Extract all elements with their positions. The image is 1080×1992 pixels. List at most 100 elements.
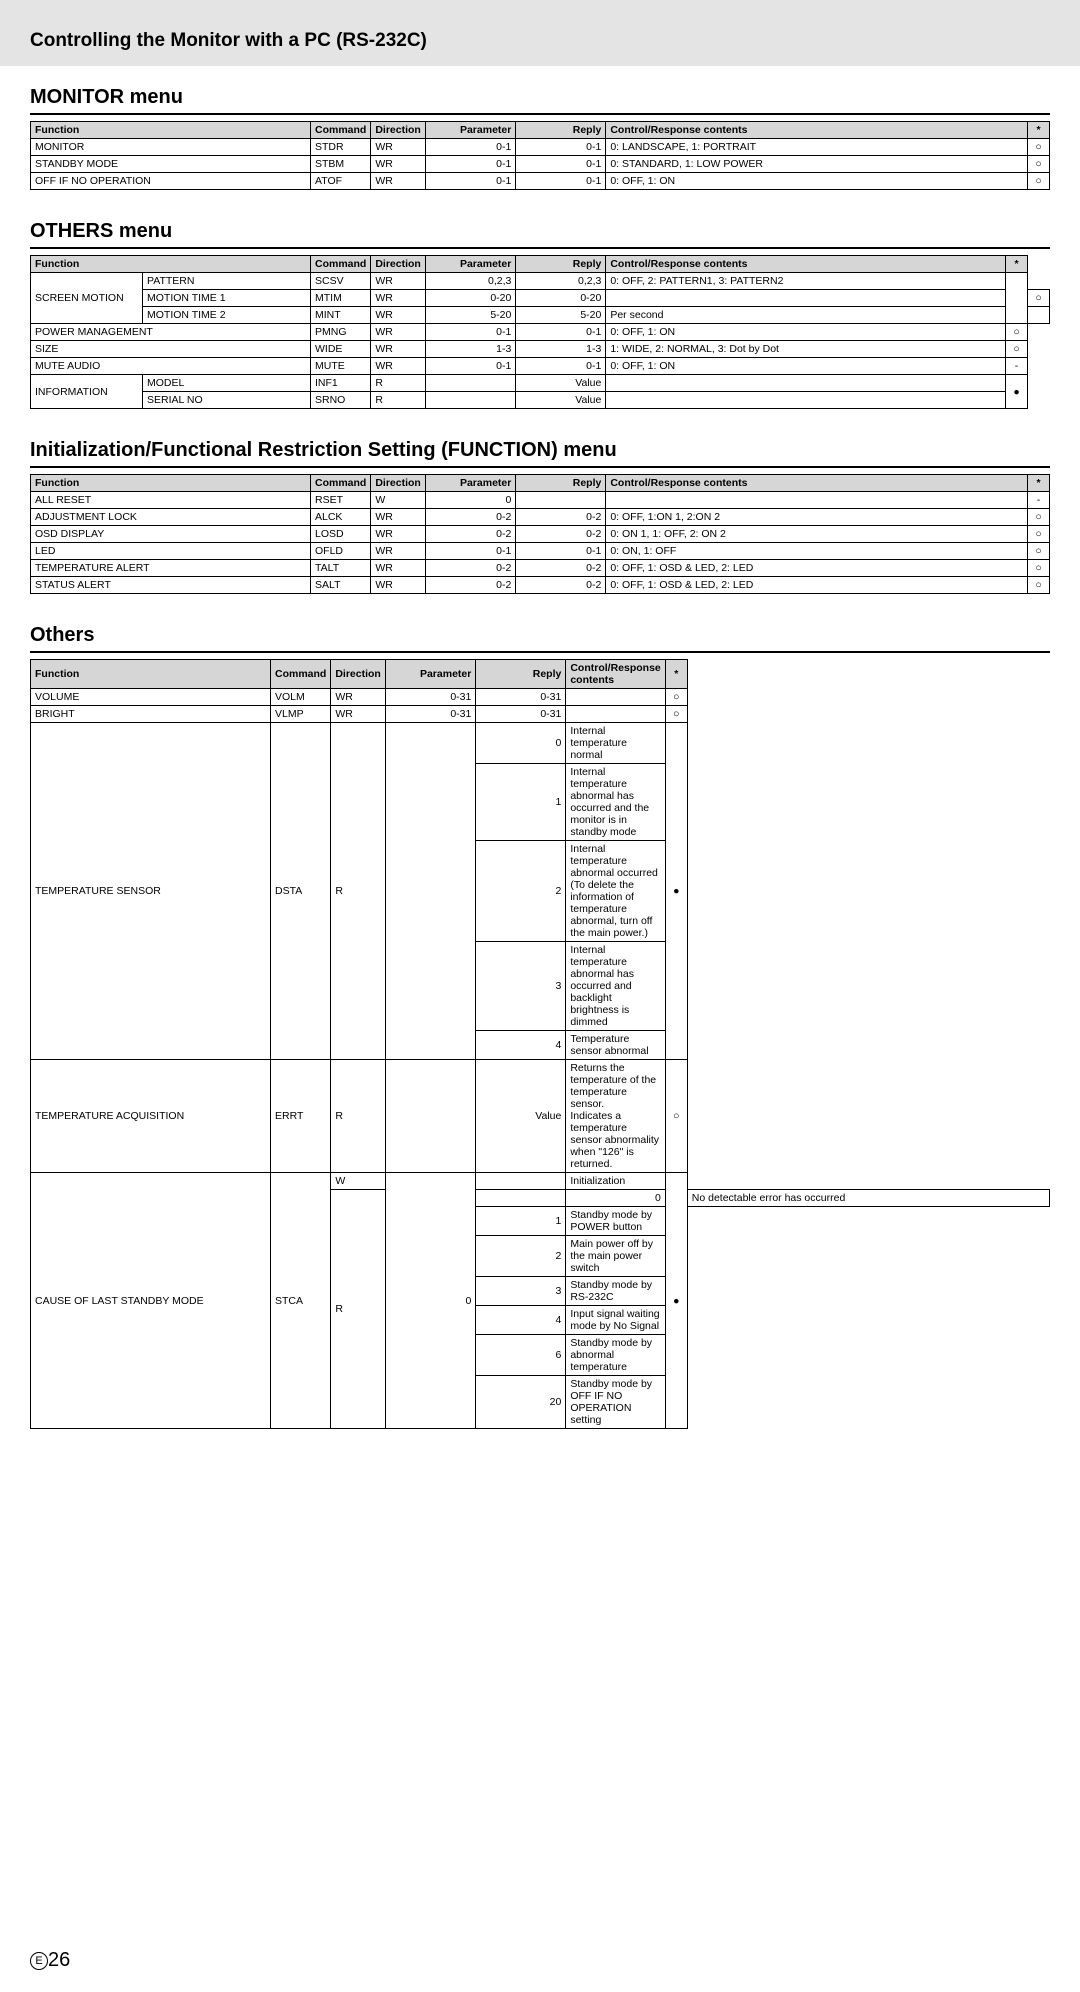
section-others-menu: OTHERS menu Function Command Direction P… <box>0 220 1080 409</box>
cell-command: MUTE <box>311 358 371 375</box>
cell-direction: R <box>371 392 426 409</box>
cell-command: STCA <box>271 1173 331 1429</box>
cell-star: ○ <box>1028 509 1050 526</box>
col-parameter: Parameter <box>386 660 476 689</box>
cell-content: Per second <box>606 307 1006 324</box>
others-table: Function Command Direction Parameter Rep… <box>30 659 1050 1429</box>
cell-reply: 3 <box>476 1277 566 1306</box>
cell-reply: Value <box>476 1060 566 1173</box>
cell-direction: WR <box>371 273 426 290</box>
init-table: Function Command Direction Parameter Rep… <box>30 474 1050 594</box>
col-function: Function <box>31 660 271 689</box>
cell-function: LED <box>31 543 311 560</box>
table-row: SIZEWIDEWR1-31-31: WIDE, 2: NORMAL, 3: D… <box>31 341 1050 358</box>
cell-parameter <box>386 1060 476 1173</box>
cell-parameter: 0-2 <box>426 577 516 594</box>
others-menu-title: OTHERS menu <box>30 220 1050 249</box>
col-reply: Reply <box>516 256 606 273</box>
cell-command: MINT <box>311 307 371 324</box>
cell-function: CAUSE OF LAST STANDBY MODE <box>31 1173 271 1429</box>
page-footer: E26 <box>0 1429 1080 1992</box>
cell-function: ADJUSTMENT LOCK <box>31 509 311 526</box>
col-content: Control/Response contents <box>606 475 1028 492</box>
cell-content: Main power off by the main power switch <box>566 1236 665 1277</box>
cell-command: PMNG <box>311 324 371 341</box>
cell-parameter: 0-31 <box>386 706 476 723</box>
cell-content <box>566 706 665 723</box>
cell-parameter: 0,2,3 <box>426 273 516 290</box>
cell-direction: WR <box>371 358 426 375</box>
cell-parameter: 0-1 <box>426 358 516 375</box>
table-row: OSD DISPLAYLOSDWR0-20-20: ON 1, 1: OFF, … <box>31 526 1050 543</box>
cell-direction: WR <box>371 324 426 341</box>
cell-direction: W <box>371 492 426 509</box>
cell-content <box>606 290 1006 307</box>
col-direction: Direction <box>371 122 426 139</box>
cell-reply: 0-2 <box>516 509 606 526</box>
cell-reply: 0,2,3 <box>516 273 606 290</box>
cell-star <box>1006 273 1028 324</box>
section-others: Others Function Command Direction Parame… <box>0 624 1080 1429</box>
cell-command: VOLM <box>271 689 331 706</box>
cell-reply: 0-1 <box>516 156 606 173</box>
cell-subfunction: MODEL <box>143 375 311 392</box>
col-command: Command <box>271 660 331 689</box>
cell-reply: 1 <box>476 764 566 841</box>
cell-function: POWER MANAGEMENT <box>31 324 311 341</box>
table-row: VOLUMEVOLMWR0-310-31○ <box>31 689 1050 706</box>
others-menu-table: Function Command Direction Parameter Rep… <box>30 255 1050 409</box>
cell-parameter: 1-3 <box>426 341 516 358</box>
cell-content <box>606 392 1006 409</box>
col-parameter: Parameter <box>426 256 516 273</box>
cell-star: ● <box>665 723 687 1060</box>
col-direction: Direction <box>371 256 426 273</box>
cell-reply: 6 <box>476 1335 566 1376</box>
cell-command: LOSD <box>311 526 371 543</box>
table-row: TEMPERATURE SENSORDSTAR0Internal tempera… <box>31 723 1050 764</box>
cell-star: ○ <box>665 706 687 723</box>
table-row: TEMPERATURE ALERTTALTWR0-20-20: OFF, 1: … <box>31 560 1050 577</box>
cell-parameter <box>426 392 516 409</box>
cell-command: ALCK <box>311 509 371 526</box>
cell-reply: 0-1 <box>516 543 606 560</box>
cell-parameter: 0-1 <box>426 324 516 341</box>
init-title: Initialization/Functional Restriction Se… <box>30 439 1050 468</box>
cell-parameter <box>386 723 476 1060</box>
cell-parameter: 0-2 <box>426 509 516 526</box>
cell-parameter: 0-1 <box>426 173 516 190</box>
cell-function: SIZE <box>31 341 311 358</box>
cell-parameter: 0-20 <box>426 290 516 307</box>
cell-direction: WR <box>371 526 426 543</box>
col-function: Function <box>31 256 311 273</box>
table-row: STANDBY MODESTBMWR0-10-10: STANDARD, 1: … <box>31 156 1050 173</box>
header-box: Controlling the Monitor with a PC (RS-23… <box>0 0 1080 66</box>
cell-command: TALT <box>311 560 371 577</box>
cell-content: 0: LANDSCAPE, 1: PORTRAIT <box>606 139 1028 156</box>
cell-direction: WR <box>371 341 426 358</box>
cell-reply: 0-1 <box>516 139 606 156</box>
cell-parameter <box>476 1190 566 1207</box>
cell-subfunction: MOTION TIME 1 <box>143 290 311 307</box>
cell-content: Internal temperature abnormal occurred (… <box>566 841 665 942</box>
cell-command: ERRT <box>271 1060 331 1173</box>
cell-content: 0: OFF, 1: ON <box>606 324 1006 341</box>
cell-function: TEMPERATURE ACQUISITION <box>31 1060 271 1173</box>
cell-parameter: 0-31 <box>386 689 476 706</box>
table-header-row: Function Command Direction Parameter Rep… <box>31 475 1050 492</box>
section-init: Initialization/Functional Restriction Se… <box>0 439 1080 594</box>
cell-parameter: 0 <box>386 1173 476 1429</box>
page-e-circle: E <box>30 1952 48 1970</box>
cell-function: STANDBY MODE <box>31 156 311 173</box>
cell-function: OFF IF NO OPERATION <box>31 173 311 190</box>
cell-content: 0: OFF, 2: PATTERN1, 3: PATTERN2 <box>606 273 1006 290</box>
cell-content: Internal temperature abnormal has occurr… <box>566 942 665 1031</box>
cell-reply: 0-20 <box>516 290 606 307</box>
cell-direction: R <box>331 1190 386 1429</box>
page-number: 26 <box>48 1949 70 1971</box>
table-row: ALL RESETRSETW0- <box>31 492 1050 509</box>
cell-star: ○ <box>665 1060 687 1173</box>
cell-subfunction: PATTERN <box>143 273 311 290</box>
cell-content: Standby mode by POWER button <box>566 1207 665 1236</box>
cell-reply: Value <box>516 392 606 409</box>
cell-reply: 5-20 <box>516 307 606 324</box>
